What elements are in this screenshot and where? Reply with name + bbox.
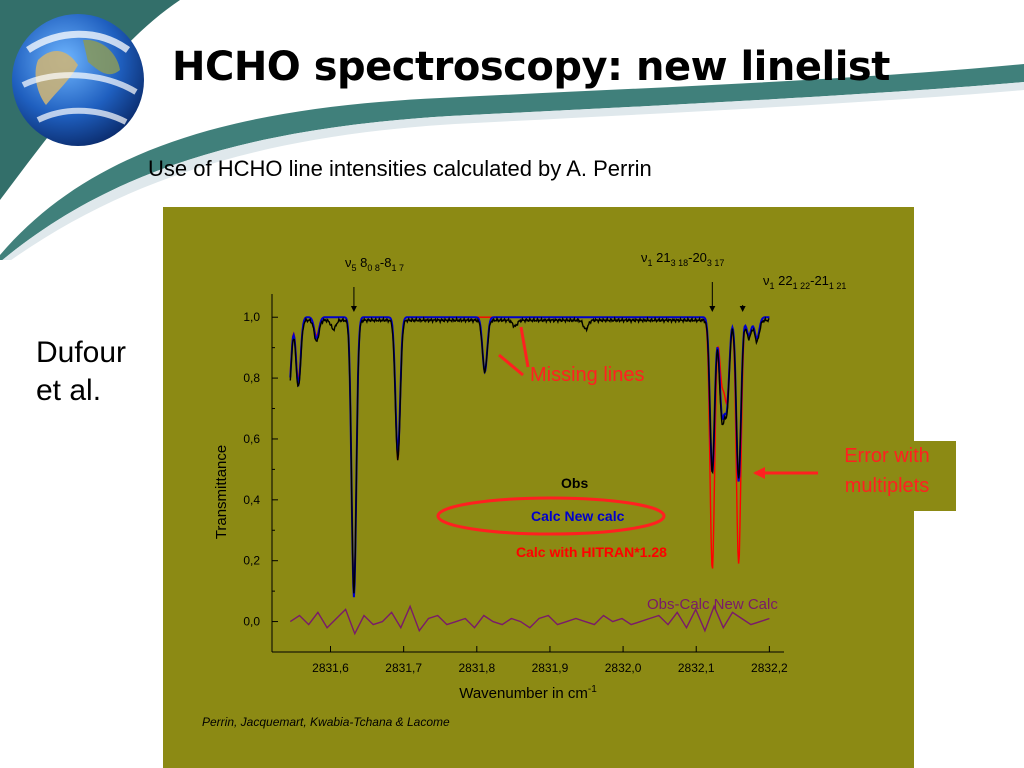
chart-annotations: ν5 80 8-81 7 ν1 213 18-203 17 ν1 221 22-21… [345, 250, 846, 479]
y-tick-label: 0,8 [243, 371, 260, 385]
y-tick-label: 0,6 [243, 432, 260, 446]
chart-axes: 0,0 0,2 0,4 0,6 0,8 1,0 2831,6 2831,7 2831,8 2831… [213, 294, 788, 702]
spectrum-figure: 0,0 0,2 0,4 0,6 0,8 1,0 2831,6 2831,7 2831,8 2831… [163, 207, 914, 768]
transition-arrowhead [709, 306, 716, 312]
author-label-line1: Dufour [36, 336, 127, 369]
callout-line2: multiplets [844, 475, 930, 497]
x-tick-label: 2831,7 [385, 661, 422, 675]
transition-label: ν1 221 22-211 21 [763, 273, 846, 291]
x-tick-label: 2832,0 [605, 661, 642, 675]
missing-lines-arrow [519, 326, 530, 368]
y-tick-label: 0,2 [243, 554, 260, 568]
callout-line1: Error with [844, 445, 930, 467]
legend-entry-hitran-calc: Calc with HITRAN*1.28 [516, 544, 667, 560]
legend-highlight-ellipse [436, 496, 666, 536]
x-tick-label: 2831,9 [532, 661, 569, 675]
transition-arrowhead [350, 306, 357, 312]
x-tick-label: 2832,1 [678, 661, 715, 675]
multiplet-error-callout: Error with multiplets [818, 441, 956, 511]
missing-lines-label: Missing lines [530, 364, 644, 386]
x-tick-label: 2831,6 [312, 661, 349, 675]
legend-entry-residual: Obs-Calc New Calc [647, 596, 778, 613]
x-tick-label: 2832,2 [751, 661, 788, 675]
multiplet-arrowhead [753, 467, 765, 479]
earth-globe-logo [12, 14, 144, 146]
y-tick-label: 1,0 [243, 310, 260, 324]
y-tick-label: 0,4 [243, 493, 260, 507]
spectrum-chart: 0,0 0,2 0,4 0,6 0,8 1,0 2831,6 2831,7 2831,8 2831… [202, 250, 846, 729]
x-axis-label: Wavenumber in cm-1 [459, 684, 597, 702]
author-label-line2: et al. [36, 374, 102, 407]
series-line-residual [289, 604, 770, 636]
x-tick-label: 2831,8 [458, 661, 495, 675]
transition-label: ν1 213 18-203 17 [641, 250, 724, 268]
transition-arrowhead [739, 306, 746, 312]
slide-title: HCHO spectroscopy: new linelist [172, 44, 890, 90]
chart-legend: Obs Calc New calc Calc with HITRAN*1.28 Obs… [202, 475, 778, 729]
figure-credit: Perrin, Jacquemart, Kwabia-Tchana & Laco… [202, 715, 450, 729]
legend-entry-new-calc: Calc New calc [531, 508, 625, 524]
chart-series [289, 316, 770, 636]
series-line-obs [289, 316, 770, 594]
transition-label: ν5 80 8-81 7 [345, 255, 404, 273]
y-axis-label: Transmittance [213, 445, 230, 539]
legend-entry-obs: Obs [561, 475, 588, 491]
y-tick-label: 0,0 [243, 615, 260, 629]
author-label: Dufour et al. [36, 334, 156, 410]
slide-subtitle: Use of HCHO line intensities calculated … [148, 156, 652, 181]
missing-lines-arrow [498, 353, 524, 377]
